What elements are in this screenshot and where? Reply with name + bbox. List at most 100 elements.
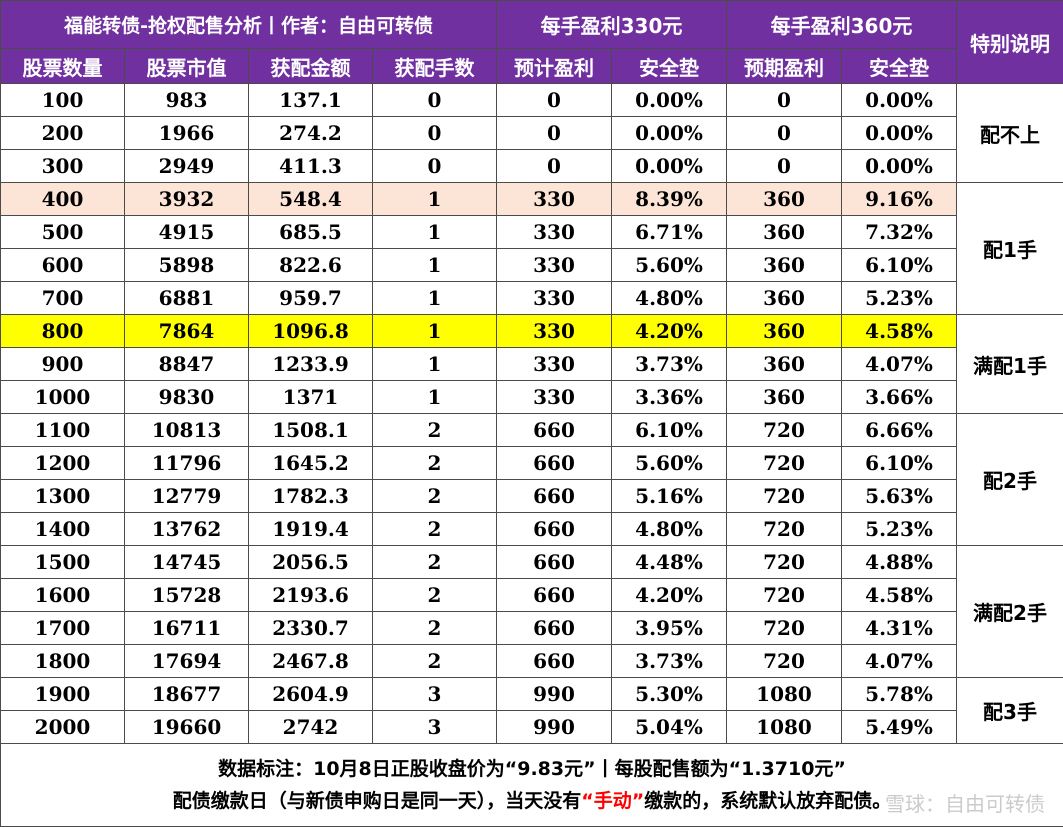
group-header-330: 每手盈利330元 xyxy=(496,0,728,49)
table-cell: 360 xyxy=(726,248,843,282)
table-row: 1100 10813 1508.1 2 660 6.10% 720 6.66% 配2手 xyxy=(0,413,1063,546)
table-cell: 1080 xyxy=(726,677,843,711)
table-cell: 330 xyxy=(496,248,613,282)
table-cell: 0 xyxy=(726,116,843,150)
table-cell: 14745 xyxy=(124,545,249,579)
table-cell: 1700 xyxy=(0,611,125,645)
table-row: 1200 11796 1645.2 2 660 5.60% 720 6.10% xyxy=(0,446,1063,480)
table-row: 2000 19660 2742 3 990 5.04% 1080 5.49% xyxy=(0,710,1063,744)
table-cell: 360 xyxy=(726,380,843,414)
special-note: 满配2手 xyxy=(956,545,1063,678)
manual-payment-emphasis: “手动” xyxy=(581,790,645,812)
table-cell: 360 xyxy=(726,182,843,216)
table-cell: 5.23% xyxy=(841,281,958,315)
table-cell: 0 xyxy=(726,83,843,117)
table-cell: 1500 xyxy=(0,545,125,579)
table-cell: 1100 xyxy=(0,413,125,447)
table-cell: 990 xyxy=(496,677,613,711)
special-note: 满配1手 xyxy=(956,314,1063,414)
table-cell: 822.6 xyxy=(248,248,373,282)
table-cell: 1508.1 xyxy=(248,413,373,447)
table-cell: 1 xyxy=(371,281,498,315)
table-cell: 330 xyxy=(496,314,613,348)
table-row: 1600 15728 2193.6 2 660 4.20% 720 4.58% xyxy=(0,578,1063,612)
table-row: 1900 18677 2604.9 3 990 5.30% 1080 5.78% 配3手 xyxy=(0,677,1063,744)
table-cell: 5.04% xyxy=(611,710,728,744)
table-row: 1500 14745 2056.5 2 660 4.48% 720 4.88% 满配2手 xyxy=(0,545,1063,678)
table-cell: 12779 xyxy=(124,479,249,513)
table-cell: 1919.4 xyxy=(248,512,373,546)
table-cell: 720 xyxy=(726,446,843,480)
table-cell: 1966 xyxy=(124,116,249,150)
table-cell: 1096.8 xyxy=(248,314,373,348)
table-cell: 360 xyxy=(726,215,843,249)
footer-row: 数据标注：10月8日正股收盘价为“9.83元”丨每股配售额为“1.3710元” 配… xyxy=(0,743,1063,827)
table-cell: 1300 xyxy=(0,479,125,513)
table-cell: 5.60% xyxy=(611,248,728,282)
table-cell: 360 xyxy=(726,314,843,348)
table-cell: 660 xyxy=(496,413,613,447)
footer-line-2-end: 缴款的，系统默认放弃配债。 xyxy=(644,790,892,812)
special-note: 配1手 xyxy=(956,182,1063,315)
table-cell: 720 xyxy=(726,479,843,513)
col-header-cushion-360: 安全垫 xyxy=(841,48,958,84)
table-cell: 330 xyxy=(496,380,613,414)
table-cell: 6.10% xyxy=(841,446,958,480)
table-cell: 5.78% xyxy=(841,677,958,711)
table-cell: 700 xyxy=(0,281,125,315)
table-cell: 300 xyxy=(0,149,125,183)
table-cell: 2 xyxy=(371,545,498,579)
group-header-360: 每手盈利360元 xyxy=(726,0,958,49)
table-cell: 400 xyxy=(0,182,125,216)
table-cell: 7.32% xyxy=(841,215,958,249)
table-cell: 1600 xyxy=(0,578,125,612)
table-cell: 1400 xyxy=(0,512,125,546)
table-row: 700 6881 959.7 1 330 4.80% 360 5.23% xyxy=(0,281,1063,315)
table-cell: 4.07% xyxy=(841,347,958,381)
table-row: 900 8847 1233.9 1 330 3.73% 360 4.07% xyxy=(0,347,1063,381)
table-cell: 990 xyxy=(496,710,613,744)
table-cell: 660 xyxy=(496,512,613,546)
table-cell: 6.66% xyxy=(841,413,958,447)
table-cell: 6.10% xyxy=(841,248,958,282)
table-cell: 8.39% xyxy=(611,182,728,216)
table-cell: 5.30% xyxy=(611,677,728,711)
table-cell: 274.2 xyxy=(248,116,373,150)
col-header-cushion-330: 安全垫 xyxy=(611,48,728,84)
table-cell: 660 xyxy=(496,545,613,579)
table-cell: 0 xyxy=(496,116,613,150)
footer-note: 数据标注：10月8日正股收盘价为“9.83元”丨每股配售额为“1.3710元” 配… xyxy=(0,743,1063,827)
col-header-profit-360: 预期盈利 xyxy=(726,48,843,84)
table-cell: 2 xyxy=(371,413,498,447)
table-cell: 4.07% xyxy=(841,644,958,678)
table-cell: 1371 xyxy=(248,380,373,414)
table-cell: 4.31% xyxy=(841,611,958,645)
table-cell: 2949 xyxy=(124,149,249,183)
table-cell: 5.63% xyxy=(841,479,958,513)
table-cell: 600 xyxy=(0,248,125,282)
table-row: 1300 12779 1782.3 2 660 5.16% 720 5.63% xyxy=(0,479,1063,513)
table-cell: 5.49% xyxy=(841,710,958,744)
table-cell: 720 xyxy=(726,413,843,447)
table-cell: 3.73% xyxy=(611,347,728,381)
table-cell: 411.3 xyxy=(248,149,373,183)
table-cell: 0 xyxy=(371,83,498,117)
table-cell: 5.23% xyxy=(841,512,958,546)
table-cell: 660 xyxy=(496,446,613,480)
table-cell: 1080 xyxy=(726,710,843,744)
table-cell: 3.73% xyxy=(611,644,728,678)
special-note: 配3手 xyxy=(956,677,1063,744)
table-row: 1000 9830 1371 1 330 3.36% 360 3.66% xyxy=(0,380,1063,414)
table-cell: 720 xyxy=(726,578,843,612)
table-cell: 1782.3 xyxy=(248,479,373,513)
table-cell: 3 xyxy=(371,677,498,711)
table-row: 1800 17694 2467.8 2 660 3.73% 720 4.07% xyxy=(0,644,1063,678)
table-cell: 660 xyxy=(496,578,613,612)
table-row: 1400 13762 1919.4 2 660 4.80% 720 5.23% xyxy=(0,512,1063,546)
table-cell: 1 xyxy=(371,182,498,216)
table-cell: 7864 xyxy=(124,314,249,348)
table-cell: 1 xyxy=(371,314,498,348)
table-row: 300 2949 411.3 0 0 0.00% 0 0.00% xyxy=(0,149,1063,183)
table-cell: 1000 xyxy=(0,380,125,414)
